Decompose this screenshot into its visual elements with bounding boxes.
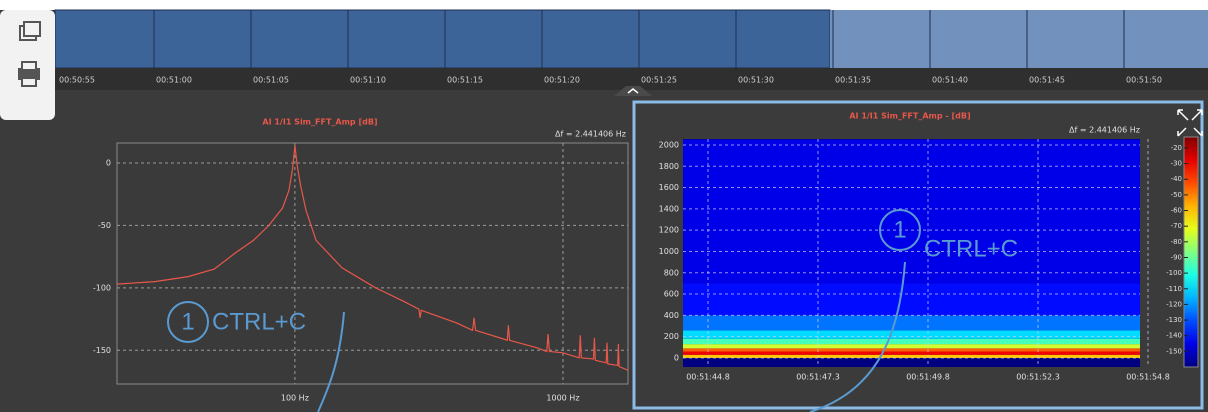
colorbar-tick-label: -120 [1166, 300, 1182, 308]
y-tick-label: 1400 [659, 204, 679, 213]
spectrogram-band [683, 339, 1140, 344]
x-tick-label: 1000 Hz [546, 394, 579, 403]
timeline-label: 00:51:20 [544, 76, 580, 85]
colorbar [1184, 137, 1198, 367]
timeline-label: 00:50:55 [59, 76, 95, 85]
timeline-label: 00:51:45 [1029, 76, 1065, 85]
y-tick-label: 1200 [659, 226, 679, 235]
timeline-label: 00:51:15 [447, 76, 483, 85]
timeline-label: 00:51:30 [738, 76, 774, 85]
screen: AI 1/I1 Sim_FFT_Amp [dB] Δf = 2.441406 H… [0, 0, 1208, 412]
colorbar-tick-label: -30 [1171, 160, 1182, 168]
timeline-label: 00:51:40 [932, 76, 968, 85]
y-tick-label: 600 [664, 290, 679, 299]
colorbar-tick-label: -60 [1171, 207, 1182, 215]
timeline-bar-future [830, 10, 1208, 68]
y-tick-label: -150 [93, 346, 111, 355]
colorbar-tick-label: -20 [1171, 144, 1182, 152]
top-strip [0, 0, 1208, 10]
spectrogram-band [683, 352, 1140, 355]
y-tick-label: -100 [93, 283, 111, 292]
right-title: AI 1/I1 Sim_FFT_Amp - [dB] [849, 112, 970, 121]
timeline-label: 00:51:25 [641, 76, 677, 85]
annotation-text: CTRL+C [924, 235, 1018, 262]
x-tick-label: 00:51:47.3 [796, 373, 840, 382]
colorbar-tick-label: -100 [1166, 269, 1182, 277]
page: {"timeline":{"labels":["00:50:55","00:51… [0, 0, 1208, 412]
timeline-label: 00:51:35 [835, 76, 871, 85]
colorbar-tick-label: -110 [1166, 285, 1182, 293]
y-tick-label: 0 [674, 353, 679, 362]
y-tick-label: 200 [664, 332, 679, 341]
left-title: AI 1/I1 Sim_FFT_Amp [dB] [262, 118, 377, 127]
x-tick-label: 00:51:49.8 [906, 373, 950, 382]
colorbar-tick-label: -80 [1171, 238, 1182, 246]
colorbar-tick-label: -140 [1166, 332, 1182, 340]
x-tick-label: 00:51:44.8 [686, 373, 730, 382]
y-tick-label: 400 [664, 311, 679, 320]
colorbar-tick-label: -70 [1171, 222, 1182, 230]
y-tick-label: 800 [664, 268, 679, 277]
colorbar-tick-label: -90 [1171, 253, 1182, 261]
timeline-label: 00:51:50 [1126, 76, 1162, 85]
spectrogram-band [683, 348, 1140, 351]
spectrogram-band [683, 315, 1140, 330]
colorbar-tick-label: -150 [1166, 347, 1182, 355]
timeline-label: 00:51:00 [156, 76, 192, 85]
y-tick-label: 0 [106, 158, 111, 167]
annotation-text: CTRL+C [212, 308, 306, 335]
left-plot-area [117, 143, 628, 384]
spectrogram-band [683, 283, 1140, 315]
x-tick-label: 00:51:52.3 [1016, 373, 1060, 382]
annotation-number: 1 [893, 216, 906, 243]
colorbar-tick-label: -50 [1171, 191, 1182, 199]
left-resolution: Δf = 2.441406 Hz [555, 130, 626, 139]
y-tick-label: 1800 [659, 162, 679, 171]
y-tick-label: 2000 [659, 140, 679, 149]
colorbar-tick-label: -130 [1166, 316, 1182, 324]
y-tick-label: -50 [98, 221, 111, 230]
right-resolution: Δf = 2.441406 Hz [1069, 126, 1140, 135]
timeline-bar [55, 10, 830, 68]
timeline-label: 00:51:05 [253, 76, 289, 85]
y-tick-label: 1000 [659, 247, 679, 256]
colorbar-tick-label: -40 [1171, 175, 1182, 183]
annotation-number: 1 [181, 308, 194, 335]
spectrogram-band [683, 330, 1140, 339]
timeline-label: 00:51:10 [350, 76, 386, 85]
x-tick-label: 100 Hz [281, 394, 309, 403]
spectrogram-band [683, 140, 1140, 284]
print-icon[interactable] [18, 62, 40, 86]
spectrogram-band [683, 344, 1140, 348]
y-tick-label: 1600 [659, 183, 679, 192]
x-tick-label: 00:51:54.8 [1126, 373, 1170, 382]
